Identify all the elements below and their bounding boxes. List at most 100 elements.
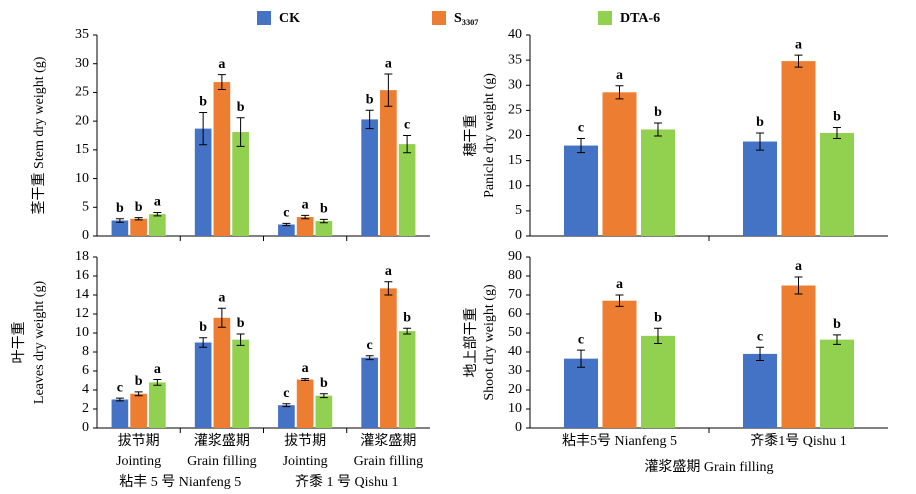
significance-letter: c [578,332,584,347]
bar [781,61,816,236]
error-bar [832,126,841,140]
bar [640,335,675,428]
significance-letter: b [135,200,143,215]
significance-letter: a [616,277,623,292]
bar [194,342,212,428]
error-bar [115,218,124,223]
y-tick-label: 12 [75,306,89,321]
y-tick-label: 2 [82,401,89,416]
significance-letter: a [795,259,802,274]
error-bar [236,117,245,147]
error-bar [756,346,765,362]
x-tick-label-en: Jointing [116,454,161,469]
group-label: 齐黍 1 号 Qishu 1 [295,474,398,490]
bar [564,145,599,236]
y-tick-label: 0 [515,420,522,435]
legend-swatch [598,11,612,25]
group-label: 粘丰 5 号 Nianfeng 5 [119,474,241,490]
error-bar [653,122,662,137]
significance-letter: b [654,105,662,120]
error-bar [301,378,310,381]
legend-label: DTA-6 [620,11,660,26]
significance-letter: b [237,100,245,115]
y-tick-label: 0 [82,228,89,243]
significance-letter: b [199,320,207,335]
y-axis-label: Panicle dry weight (g) [482,73,497,198]
bar [819,339,854,428]
significance-letter: c [117,380,123,395]
error-bar [199,112,208,146]
y-tick-label: 80 [508,268,522,283]
bar [213,82,231,236]
significance-letter: a [218,57,225,72]
y-tick-label: 18 [75,249,89,264]
x-tick-label: 灌浆盛期 [194,433,250,449]
error-bar [199,337,208,348]
error-bar [236,333,245,346]
error-bar [134,217,143,221]
significance-letter: a [385,56,392,71]
y-tick-label: 16 [75,268,89,283]
y-tick-label: 10 [508,401,522,416]
error-bar [615,294,624,307]
y-axis-label: 叶干重 [11,322,27,364]
significance-letter: c [757,329,763,344]
significance-letter: b [403,310,411,325]
x-tick-label: 齐黍1号 Qishu 1 [750,433,846,449]
bar [130,218,147,236]
bar [361,119,378,236]
significance-letter: a [795,37,802,52]
significance-letter: a [218,291,225,306]
significance-letter: b [320,202,328,217]
x-tick-label-en: Grain filling [187,454,257,469]
bar [232,339,249,428]
y-axis-label: 地上部干重 [463,308,479,378]
bar [194,128,212,236]
bar [781,285,816,428]
error-bar [794,276,803,295]
significance-letter: b [833,110,841,125]
y-tick-label: 0 [82,420,89,435]
bar [315,221,333,236]
bar [819,132,854,236]
bar [564,358,599,428]
significance-letter: a [154,195,161,210]
y-axis-label: Shoot dry weight (g) [482,284,497,401]
y-tick-label: 90 [508,249,522,264]
legend-swatch [432,11,446,25]
y-tick-label: 35 [508,52,522,67]
error-bar [832,334,841,345]
legend-swatch [257,11,271,25]
bar [602,300,637,428]
y-axis-label: 穗干重 [463,115,479,157]
significance-letter: b [366,92,374,107]
x-tick-label: 拔节期 [118,433,160,449]
significance-letter: b [654,310,662,325]
error-bar [403,135,412,154]
error-bar [756,132,765,151]
bar [149,214,166,236]
significance-letter: a [385,264,392,279]
bar [149,382,166,428]
error-bar [153,379,162,386]
y-tick-label: 14 [75,287,89,302]
error-bar [319,218,328,224]
y-tick-label: 15 [508,153,522,168]
legend-label: S₃₃₀₇ [454,11,479,26]
error-bar [319,393,328,399]
y-tick-label: 20 [508,128,522,143]
legend-label: CK [279,11,300,26]
bar [602,92,637,236]
significance-letter: b [833,317,841,332]
bar [232,132,249,236]
error-bar [134,391,143,397]
bar [278,405,295,428]
significance-letter: b [199,95,207,110]
y-tick-label: 60 [508,306,522,321]
bar [380,288,397,428]
significance-letter: a [154,362,161,377]
error-bar [794,54,803,68]
y-axis-label: 茎干重 Stem dry weight (g) [31,56,47,214]
bar [296,379,314,428]
y-tick-label: 10 [75,171,89,186]
